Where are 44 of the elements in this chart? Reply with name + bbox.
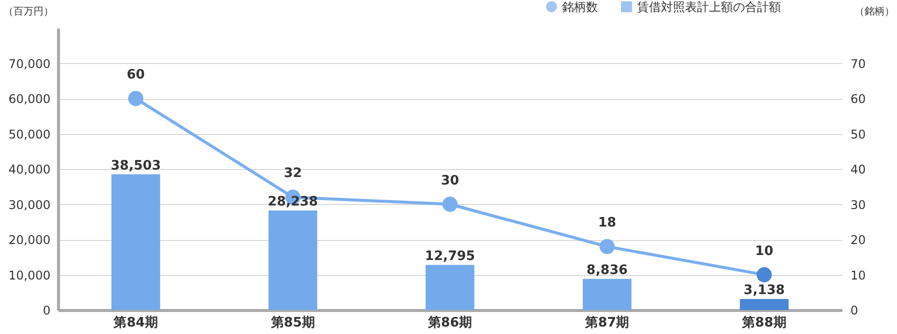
y2-tick-label: 30	[850, 198, 866, 212]
y-tick-label: 0	[42, 304, 50, 318]
x-tick-label: 第85期	[270, 316, 315, 330]
y-tick-label: 50,000	[8, 127, 50, 142]
x-tick-label: 第87期	[584, 316, 630, 330]
y-axis-title: （百万円）	[4, 6, 54, 18]
y-tick-label: 20,000	[8, 233, 50, 247]
y2-tick-label: 20	[850, 233, 866, 247]
point	[442, 196, 458, 212]
bar	[582, 278, 632, 310]
legend-label: 賃借対照表計上額の合計額	[637, 0, 781, 14]
data-label: 18	[598, 216, 616, 231]
x-tick-label: 第86期	[426, 316, 472, 330]
data-label: 60	[126, 68, 145, 82]
data-label: 30	[440, 173, 460, 188]
y2-tick-label: 60	[850, 92, 866, 106]
y2-tick-label: 50	[850, 127, 866, 142]
y-tick-label: 30,000	[8, 198, 50, 212]
bar	[268, 210, 318, 310]
data-label: 8,836	[586, 262, 628, 278]
bar	[740, 298, 789, 310]
y2-tick-label: 10	[850, 268, 866, 282]
data-label: 38,503	[110, 158, 161, 174]
x-tick-label: 第88期	[741, 316, 786, 330]
data-label: 32	[284, 166, 302, 182]
y-tick-label: 70,000	[8, 56, 50, 71]
y-tick-label: 40,000	[8, 162, 50, 176]
legend-label: 銘柄数	[562, 0, 598, 14]
y2-tick-label: 0	[850, 304, 858, 318]
point	[128, 90, 144, 106]
y2-tick-label: 70	[850, 56, 866, 71]
point	[756, 267, 772, 282]
y2-axis-title: （銘柄）	[854, 6, 894, 18]
data-label: 28,238	[268, 194, 318, 210]
data-label: 12,795	[424, 248, 476, 264]
bar	[426, 264, 474, 310]
bar	[111, 174, 160, 310]
y-tick-label: 10,000	[8, 268, 50, 282]
x-tick-label: 第84期	[112, 316, 158, 330]
data-label: 3,138	[744, 282, 785, 298]
data-label: 10	[755, 244, 774, 259]
point	[600, 238, 615, 254]
y-tick-label: 60,000	[8, 92, 50, 106]
y2-tick-label: 40	[850, 162, 866, 176]
